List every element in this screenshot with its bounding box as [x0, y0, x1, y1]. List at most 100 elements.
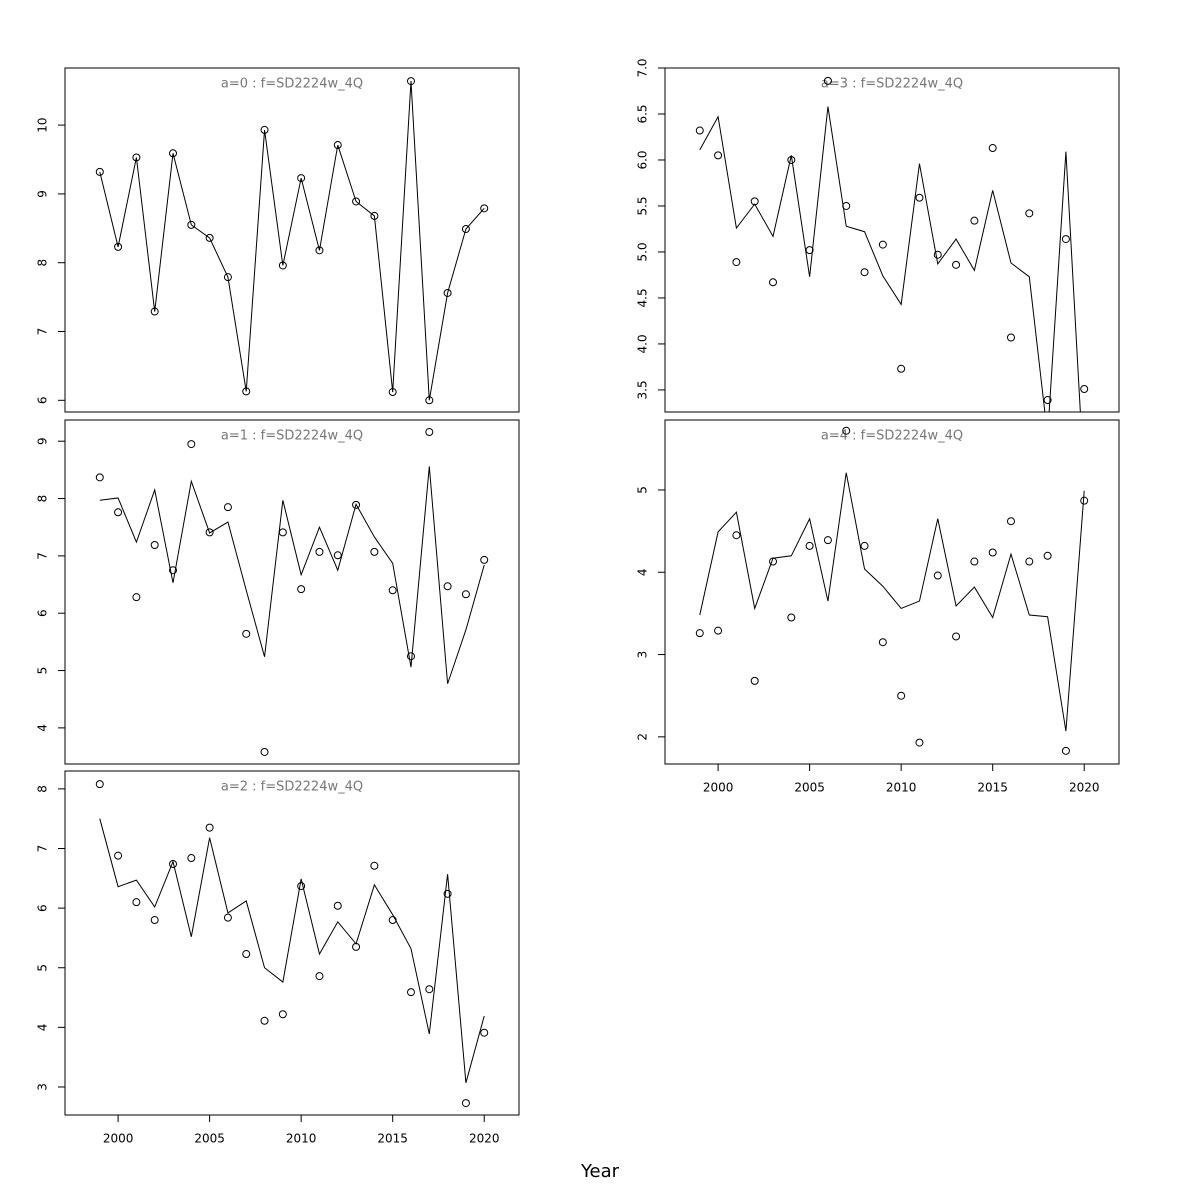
y-tick-label: 4.5: [636, 288, 650, 307]
data-point: [787, 613, 796, 622]
x-tick-label: 2000: [103, 1132, 134, 1146]
data-point: [114, 242, 123, 251]
data-point: [480, 204, 489, 213]
x-tick-label: 2010: [886, 781, 917, 795]
data-point: [370, 861, 379, 870]
panel: a=3 : f=SD2224w_4Q 3.5 4.0 4.5 5.0 5.5 6.0 6.5 7…: [636, 58, 1120, 413]
data-point: [352, 197, 361, 206]
data-point: [315, 547, 324, 556]
data-point: [461, 224, 470, 233]
data-point: [406, 652, 415, 661]
data-point: [132, 898, 141, 907]
data-point: [187, 854, 196, 863]
panel-title: a=4 : f=SD2224w_4Q: [821, 429, 963, 444]
y-tick-label: 3.5: [636, 380, 650, 399]
panel-title: a=1 : f=SD2224w_4Q: [221, 429, 363, 444]
plot-frame: [64, 419, 520, 765]
data-point: [169, 566, 178, 575]
data-point: [388, 916, 397, 925]
data-point: [878, 638, 887, 647]
x-tick-label: 2005: [194, 1132, 225, 1146]
data-point: [370, 547, 379, 556]
data-point: [150, 540, 159, 549]
x-tick-label: 2005: [794, 781, 825, 795]
data-point: [242, 629, 251, 638]
data-point: [1006, 517, 1015, 526]
data-point: [260, 747, 269, 756]
y-tick-label: 5: [636, 486, 650, 494]
data-point: [750, 676, 759, 685]
data-point: [187, 440, 196, 449]
data-point: [315, 972, 324, 981]
y-tick-label: 5.0: [636, 242, 650, 261]
panel-title: a=0 : f=SD2224w_4Q: [221, 77, 363, 92]
data-point: [480, 1028, 489, 1037]
data-point: [187, 220, 196, 229]
data-point: [278, 528, 287, 537]
y-tick-label: 6.5: [636, 104, 650, 123]
plot-frame: [64, 770, 520, 1116]
data-point: [823, 536, 832, 545]
x-tick-label: 2015: [977, 781, 1008, 795]
fit-line: [99, 466, 485, 684]
data-point: [260, 1016, 269, 1025]
y-tick-label: 9: [36, 190, 50, 198]
data-point: [1006, 333, 1015, 342]
y-tick-label: 4: [36, 1024, 50, 1032]
data-point: [933, 250, 942, 259]
plot-frame: [664, 419, 1120, 765]
y-tick-label: 4: [636, 568, 650, 576]
y-tick-label: 7.0: [636, 58, 650, 77]
data-point: [406, 988, 415, 997]
y-tick-label: 10: [36, 117, 50, 132]
data-point: [878, 240, 887, 249]
y-tick-label: 3: [36, 1083, 50, 1091]
y-tick-label: 6.0: [636, 150, 650, 169]
data-point: [443, 582, 452, 591]
data-point: [278, 1010, 287, 1019]
data-point: [1043, 551, 1052, 560]
data-point: [1061, 235, 1070, 244]
x-axis-label: Year: [580, 1161, 620, 1182]
data-point: [933, 571, 942, 580]
panel-title: a=3 : f=SD2224w_4Q: [821, 77, 963, 92]
data-point: [352, 500, 361, 509]
data-point: [732, 531, 741, 540]
x-tick-label: 2020: [469, 1132, 500, 1146]
data-point: [388, 586, 397, 595]
data-point: [732, 258, 741, 267]
data-point: [1080, 496, 1089, 505]
panel: a=2 : f=SD2224w_4Q 3 4 5 6 7 8 2000 2005 2010 2015…: [36, 770, 520, 1146]
data-point: [425, 985, 434, 994]
y-tick-label: 5.5: [636, 196, 650, 215]
data-point: [1080, 385, 1089, 394]
data-point: [443, 288, 452, 297]
data-point: [970, 557, 979, 566]
data-point: [95, 167, 104, 176]
y-tick-label: 9: [36, 437, 50, 445]
y-tick-label: 6: [36, 609, 50, 617]
data-point: [915, 738, 924, 747]
data-point: [805, 541, 814, 550]
x-tick-label: 2000: [703, 781, 734, 795]
data-point: [333, 551, 342, 560]
fit-line: [699, 472, 1085, 732]
data-point: [425, 428, 434, 437]
y-tick-label: 8: [36, 495, 50, 503]
data-point: [223, 913, 232, 922]
data-point: [695, 126, 704, 135]
data-point: [952, 260, 961, 269]
data-point: [205, 528, 214, 537]
data-point: [95, 780, 104, 789]
data-point: [860, 268, 869, 277]
data-point: [297, 882, 306, 891]
data-point: [1043, 396, 1052, 405]
data-point: [223, 503, 232, 512]
y-tick-label: 6: [36, 396, 50, 404]
data-point: [805, 246, 814, 255]
data-point: [769, 278, 778, 287]
data-point: [242, 950, 251, 959]
data-point: [823, 76, 832, 85]
data-point: [315, 246, 324, 255]
